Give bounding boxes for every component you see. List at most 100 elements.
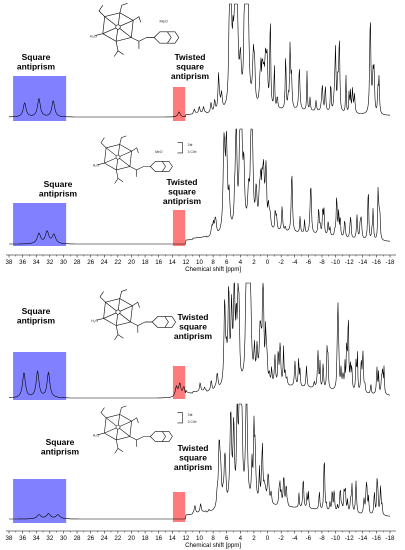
tick-label: 6 (225, 259, 229, 266)
tick-label: -16 (372, 535, 382, 542)
square-antiprism-label: Square (22, 306, 51, 316)
carboxylate (114, 325, 124, 341)
tick-label: 20 (128, 535, 135, 542)
spectrum-trace (9, 128, 390, 245)
tick-label: -10 (331, 259, 341, 266)
carboxylate (113, 41, 124, 57)
pendant-arms (96, 289, 140, 321)
tick-label: -4 (292, 535, 298, 542)
tick-label: 14 (169, 259, 176, 266)
twisted-square-antiprism-label: Twisted (177, 443, 208, 453)
complex-structure-icon: MeO H₂O 3⊕ 3 Cl⊖ (93, 135, 197, 184)
charge-bracket (177, 412, 183, 424)
twisted-antiprism-region (172, 210, 186, 246)
tick-label: 8 (211, 259, 215, 266)
tick-label: 36 (19, 259, 26, 266)
tick-label: 22 (114, 535, 121, 542)
twisted-antiprism-region (172, 492, 186, 522)
x-axis: 38 36 34 32 30 28 26 24 22 20 18 16 14 12 10 8 6 4 2 0 -2 -4-… (6, 530, 396, 549)
square-antiprism-label: antiprism (41, 447, 80, 457)
square-antiprism-label: antiprism (39, 189, 78, 199)
twisted-square-antiprism-label: square (179, 322, 207, 332)
axis-title: Chemical shift [ppm] (185, 266, 241, 273)
metal-center (115, 309, 121, 315)
quinolinone-rings (151, 316, 176, 328)
square-antiprism-region (13, 203, 67, 246)
tick-label: 16 (155, 259, 162, 266)
tick-label: 10 (196, 535, 203, 542)
tick-label: -10 (331, 535, 341, 542)
twisted-square-antiprism-label: Twisted (166, 177, 197, 187)
charge-bracket (177, 142, 183, 154)
tick-label: 24 (101, 535, 108, 542)
tick-label: 12 (182, 535, 189, 542)
twisted-antiprism-region (172, 87, 186, 121)
square-antiprism-label: antiprism (17, 62, 56, 72)
tick-label: 0 (266, 535, 270, 542)
x-axis: 38 36 34 32 30 28 26 24 22 20 18 16 14 12 10 8 6 4 2 0 -2 -4-… (6, 254, 396, 273)
axis-title: Chemical shift [ppm] (185, 542, 241, 549)
tick-label: 36 (19, 535, 26, 542)
tick-label: 14 (169, 535, 176, 542)
spectrum-trace (9, 3, 390, 118)
twisted-antiprism-region (172, 366, 186, 399)
panels: SquareantiprismTwistedsquareantiprismSqu… (6, 2, 396, 549)
tick-label: 28 (74, 535, 81, 542)
twisted-square-antiprism-label: square (179, 453, 207, 463)
amide-linker (129, 436, 151, 447)
tick-label: 34 (33, 535, 40, 542)
twisted-square-antiprism-label: square (168, 187, 196, 197)
tick-label: 30 (60, 259, 67, 266)
tick-label: 6 (225, 535, 229, 542)
square-antiprism-label: Square (22, 52, 51, 62)
tick-label: 24 (101, 259, 108, 266)
metal-center (115, 154, 121, 160)
tick-label: 8 (211, 535, 215, 542)
tick-label: -16 (372, 259, 382, 266)
charge-label: 3⊕ (188, 143, 193, 147)
tick-label: -14 (358, 259, 368, 266)
charge-label: 3⊕ (188, 413, 193, 417)
twisted-square-antiprism-label: Twisted (174, 52, 205, 62)
methoxy-label: MeO (155, 150, 163, 154)
twisted-square-antiprism-label: square (176, 62, 204, 72)
amide-linker (129, 166, 151, 177)
tick-label: 12 (182, 259, 189, 266)
tick-label: -12 (345, 259, 355, 266)
tick-label: 10 (196, 259, 203, 266)
tick-label: -8 (319, 535, 325, 542)
pendant-arms (97, 405, 139, 436)
twisted-square-antiprism-label: antiprism (174, 462, 213, 472)
tick-label: -12 (345, 535, 355, 542)
counter-ion-label: 3 Cl⊖ (188, 150, 197, 154)
tick-label: 30 (60, 535, 67, 542)
tick-label: 18 (142, 535, 149, 542)
tick-label: 22 (114, 259, 121, 266)
quinolinone-rings (149, 161, 173, 172)
complex-structure-icon: H₂O (91, 289, 176, 341)
tick-label: -4 (292, 259, 298, 266)
tick-label: -14 (358, 535, 368, 542)
tick-label: -18 (386, 535, 396, 542)
tick-label: 16 (155, 535, 162, 542)
metal-center (115, 424, 121, 430)
quinolinone-rings (149, 431, 173, 442)
square-antiprism-region (13, 479, 67, 523)
metal-center (115, 24, 121, 30)
tick-label: 4 (239, 259, 243, 266)
tick-label: -8 (319, 259, 325, 266)
water-ligand-label: H₂O (90, 35, 97, 39)
tick-label: 18 (142, 259, 149, 266)
counter-ion-label: 3 Cl⊖ (188, 420, 197, 424)
carboxylate (114, 439, 124, 454)
methoxy-label: MeO (159, 19, 167, 23)
tick-label: 34 (33, 259, 40, 266)
tick-label: -18 (386, 259, 396, 266)
carboxylate (114, 169, 124, 184)
tick-label: 4 (239, 535, 243, 542)
pendant-arms (97, 135, 139, 166)
